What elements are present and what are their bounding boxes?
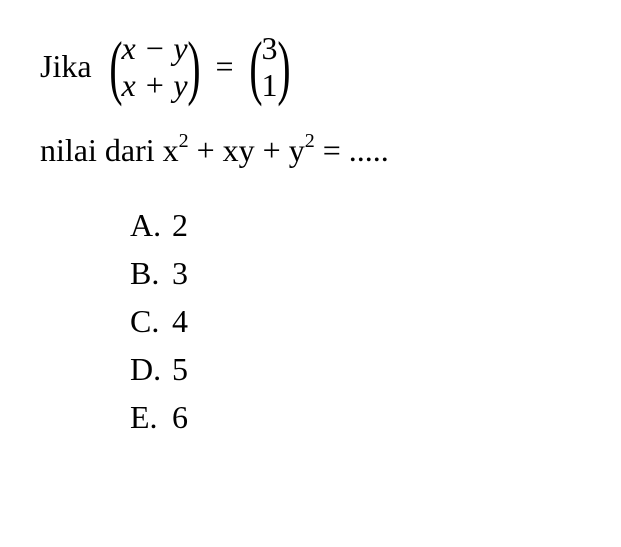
left-matrix-row1: x − y <box>122 30 188 67</box>
option-e: E.6 <box>130 393 581 441</box>
right-paren-close: ) <box>277 37 290 97</box>
option-b: B.3 <box>130 249 581 297</box>
option-label: E. <box>130 393 172 441</box>
right-matrix-row1: 3 <box>262 30 278 67</box>
left-paren-open: ( <box>109 37 122 97</box>
right-matrix: ( 3 1 ) <box>244 30 296 104</box>
expr-exp2: 2 <box>305 130 315 152</box>
options-list: A.2 B.3 C.4 D.5 E.6 <box>130 201 581 441</box>
option-value: 6 <box>172 399 188 435</box>
question-prefix: nilai dari <box>40 132 163 168</box>
expr-tail: = ..... <box>315 132 389 168</box>
left-matrix: ( x − y x + y ) <box>104 30 206 104</box>
option-label: D. <box>130 345 172 393</box>
right-matrix-row2: 1 <box>262 67 278 104</box>
prefix-text: Jika <box>40 48 92 85</box>
left-paren-close: ) <box>187 37 200 97</box>
expr-x: x <box>163 132 179 168</box>
option-d: D.5 <box>130 345 581 393</box>
expr-y: y <box>289 132 305 168</box>
option-value: 3 <box>172 255 188 291</box>
left-matrix-row2: x + y <box>122 67 188 104</box>
right-paren-open: ( <box>249 37 262 97</box>
question-line: nilai dari x2 + xy + y2 = ..... <box>40 132 581 169</box>
option-value: 4 <box>172 303 188 339</box>
left-matrix-content: x − y x + y <box>122 30 188 104</box>
option-label: B. <box>130 249 172 297</box>
expr-mid: + xy + <box>189 132 289 168</box>
right-matrix-content: 3 1 <box>262 30 278 104</box>
option-c: C.4 <box>130 297 581 345</box>
option-value: 2 <box>172 207 188 243</box>
option-a: A.2 <box>130 201 581 249</box>
option-label: A. <box>130 201 172 249</box>
equation-line: Jika ( x − y x + y ) = ( 3 1 ) <box>40 30 581 104</box>
option-value: 5 <box>172 351 188 387</box>
equals-sign: = <box>216 48 234 85</box>
expr-exp1: 2 <box>179 130 189 152</box>
option-label: C. <box>130 297 172 345</box>
